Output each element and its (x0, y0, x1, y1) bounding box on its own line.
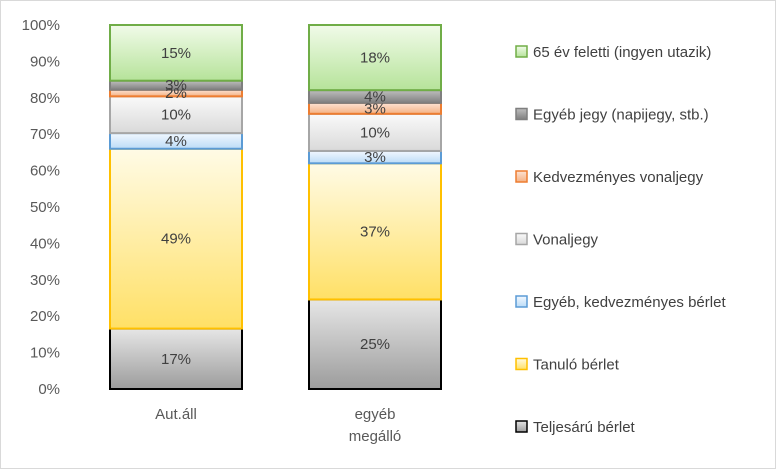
y-tick-label: 50% (30, 199, 60, 216)
bar-segment (109, 327, 243, 390)
data-label: 25% (360, 336, 390, 353)
data-label: 3% (364, 100, 386, 117)
y-tick-label: 20% (30, 308, 60, 325)
bar-segment (308, 24, 442, 92)
legend-label: Vonaljegy (533, 232, 599, 249)
bars-group: 17%49%4%10%2%3%15%25%37%3%10%3%4%18% (109, 24, 442, 390)
y-tick-label: 90% (30, 53, 60, 70)
legend: 65 év feletti (ingyen utazik) Egyéb jegy … (515, 44, 726, 436)
legend-label: Kedvezményes vonaljegy (533, 169, 704, 186)
data-label: 3% (364, 149, 386, 166)
y-tick-label: 0% (38, 381, 60, 398)
legend-label: Egyéb jegy (napijegy, stb.) (533, 107, 709, 124)
data-label: 37% (360, 223, 390, 240)
category-labels: Aut.áll egyéb megálló (155, 406, 401, 445)
data-label: 15% (161, 45, 191, 62)
legend-swatch (515, 420, 528, 433)
category-label: megálló (349, 428, 402, 445)
y-tick-label: 40% (30, 235, 60, 252)
data-label: 3% (165, 77, 187, 94)
legend-label: Tanuló bérlet (533, 357, 620, 374)
data-label: 17% (161, 351, 191, 368)
legend-label: Egyéb, kedvezményes bérlet (533, 294, 726, 311)
bar-segment (109, 24, 243, 82)
y-tick-label: 60% (30, 163, 60, 180)
legend-swatch (515, 232, 528, 246)
category-label: Aut.áll (155, 406, 197, 423)
y-axis: 0% 10% 20% 30% 40% 50% 60% 70% 80% 90% 100% (22, 17, 60, 398)
legend-swatch (515, 170, 528, 183)
y-tick-label: 100% (22, 17, 60, 34)
bar-segment (109, 95, 243, 135)
legend-swatch (515, 357, 528, 371)
legend-label: 65 év feletti (ingyen utazik) (533, 44, 711, 61)
bar-segment (109, 147, 243, 330)
legend-swatch (515, 45, 528, 58)
legend-swatch (515, 295, 528, 308)
data-label: 4% (165, 133, 187, 150)
legend-swatch (515, 107, 528, 121)
data-label: 18% (360, 50, 390, 67)
data-label: 49% (161, 231, 191, 248)
data-label: 4% (364, 89, 386, 106)
data-label: 10% (161, 107, 191, 124)
data-label: 10% (360, 124, 390, 141)
y-tick-label: 70% (30, 126, 60, 143)
y-tick-label: 10% (30, 345, 60, 362)
y-tick-label: 30% (30, 272, 60, 289)
y-tick-label: 80% (30, 90, 60, 107)
data-label: 2% (165, 85, 187, 102)
bar-segment (308, 298, 442, 390)
legend-label: Teljesárú bérlet (533, 419, 636, 436)
category-label: egyéb (355, 406, 396, 423)
